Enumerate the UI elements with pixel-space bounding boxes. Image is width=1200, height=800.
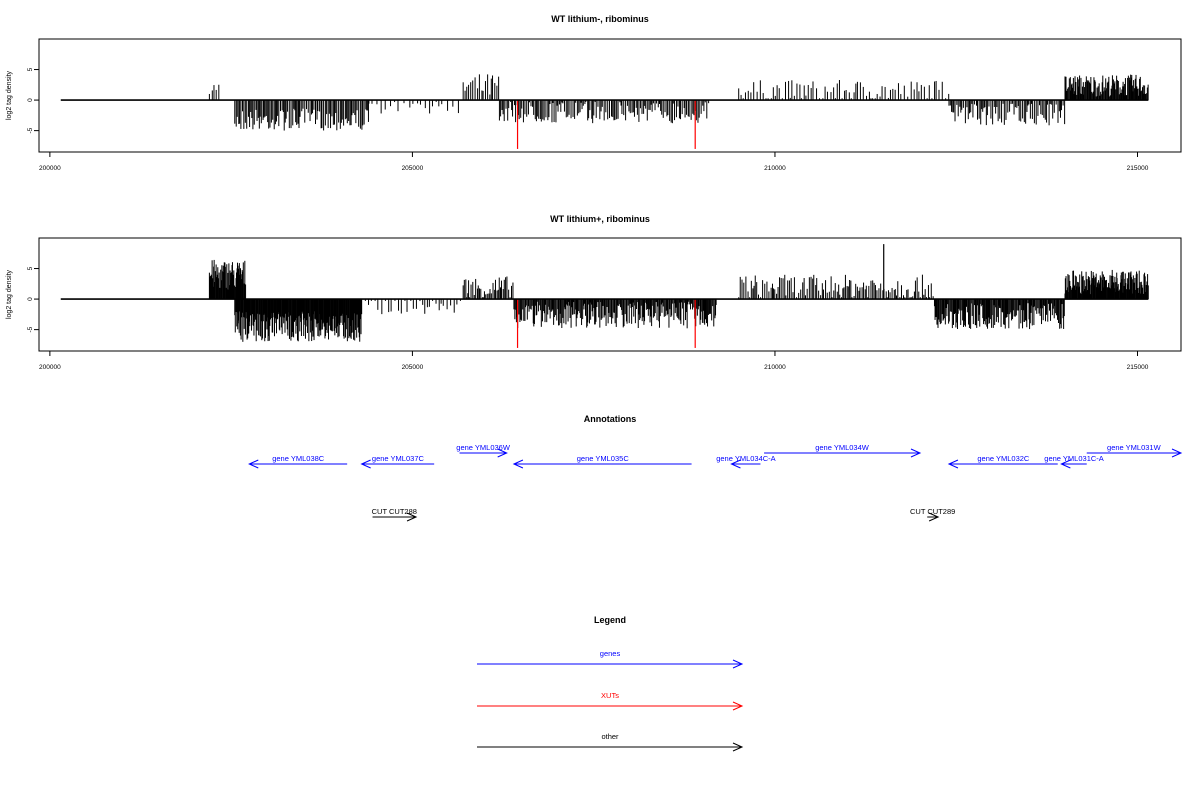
x-tick-label: 205000 [402, 165, 424, 172]
arrow-head [1060, 459, 1071, 469]
x-tick-label: 210000 [764, 165, 786, 172]
y-axis-label: log2 tag density [6, 269, 13, 319]
legend-label: other [601, 732, 619, 741]
cut-arrow [927, 512, 940, 522]
x-tick-label: 210000 [764, 364, 786, 371]
gene-arrow [1086, 448, 1183, 458]
arrow-head [1171, 448, 1183, 458]
gene-label: gene YML036W [456, 443, 511, 452]
legend-label: genes [600, 649, 621, 658]
chart-panel-1: WT lithium-, ribominus log2 tag density -5… [6, 14, 1182, 172]
chart-title: WT lithium-, ribominus [551, 14, 649, 24]
arrow-head [928, 512, 940, 522]
chart-title: WT lithium+, ribominus [550, 214, 650, 224]
arrow-head [732, 701, 744, 711]
gene-arrow [248, 459, 348, 469]
arrow-head [732, 742, 744, 752]
cut-label: CUT CUT288 [372, 507, 417, 516]
annotations-panel: Annotations gene YML038C gene YML037C gene … [248, 414, 1183, 522]
gene-label: gene YML034C-A [716, 454, 775, 463]
chart-panel-2: WT lithium+, ribominus log2 tag density -5… [6, 214, 1182, 371]
y-tick-label: -5 [27, 127, 34, 133]
arrow-head [910, 448, 922, 458]
plot-frame [38, 38, 1182, 153]
x-tick-label: 200000 [39, 364, 61, 371]
arrow-head [497, 448, 508, 458]
gene-arrow [360, 459, 435, 469]
y-tick-label: 0 [27, 297, 34, 301]
gene-label: gene YML037C [372, 454, 425, 463]
arrow-head [406, 512, 418, 522]
y-tick-label: 5 [27, 67, 34, 71]
arrow-head [730, 459, 741, 469]
gene-label: gene YML031W [1107, 443, 1162, 452]
legend-arrow-XUTs [477, 701, 744, 711]
legend-arrow-other [477, 742, 744, 752]
x-tick-label: 215000 [1127, 364, 1149, 371]
arrow-head [732, 659, 744, 669]
arrow-head [248, 459, 259, 469]
y-axis-label: log2 tag density [6, 70, 13, 120]
legend-title: Legend [594, 615, 626, 625]
gene-label: gene YML031C-A [1044, 454, 1103, 463]
gene-arrow [730, 459, 761, 469]
y-tick-label: 5 [27, 266, 34, 270]
gene-arrow [1060, 459, 1087, 469]
cut-label: CUT CUT289 [910, 507, 955, 516]
gene-arrow [512, 459, 692, 469]
arrow-head [512, 459, 524, 469]
y-tick-label: -5 [27, 326, 34, 332]
y-tick-label: 0 [27, 98, 34, 102]
cut-arrow [372, 512, 418, 522]
x-tick-label: 205000 [402, 364, 424, 371]
x-tick-label: 215000 [1127, 165, 1149, 172]
gene-label: gene YML035C [577, 454, 630, 463]
plot-frame [38, 237, 1182, 352]
legend-panel: Legend genes XUTs other [477, 615, 744, 752]
legend-arrow-genes [477, 659, 744, 669]
gene-arrow [947, 459, 1058, 469]
x-tick-label: 200000 [39, 165, 61, 172]
gene-label: gene YML032C [977, 454, 1030, 463]
legend-label: XUTs [601, 691, 619, 700]
gene-arrow [459, 448, 508, 458]
gene-label: gene YML034W [815, 443, 870, 452]
gene-label: gene YML038C [272, 454, 325, 463]
gene-arrow [764, 448, 922, 458]
annotations-title: Annotations [584, 414, 637, 424]
arrow-head [947, 459, 959, 469]
arrow-head [360, 459, 371, 469]
